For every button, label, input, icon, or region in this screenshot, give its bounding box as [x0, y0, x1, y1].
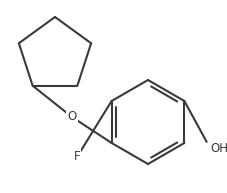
Text: O: O — [67, 111, 77, 124]
Text: F: F — [74, 151, 80, 163]
Text: OH: OH — [210, 141, 227, 155]
